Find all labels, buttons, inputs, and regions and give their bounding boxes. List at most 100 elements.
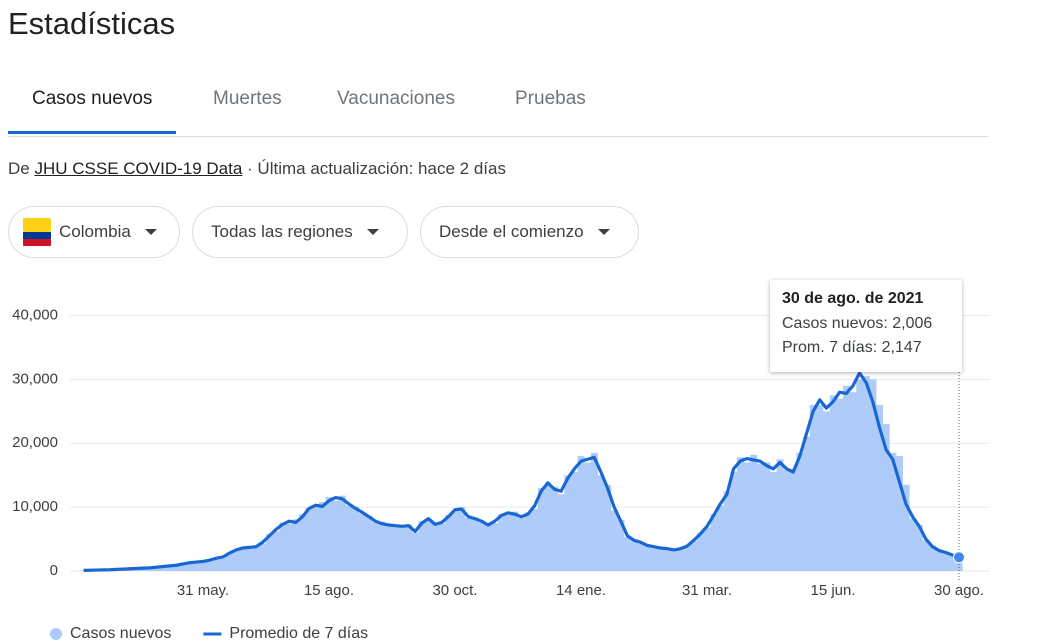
bar: [677, 549, 685, 571]
bar: [445, 514, 452, 571]
bar: [186, 562, 194, 571]
region-filter[interactable]: Todas las regiones: [192, 206, 408, 258]
bar: [571, 472, 578, 571]
y-tick-label: 10,000: [12, 498, 58, 515]
dropdown-caret: [144, 229, 157, 235]
bar: [590, 452, 598, 571]
bar: [378, 521, 386, 571]
bar: [849, 392, 857, 571]
bar: [736, 457, 744, 571]
bar: [166, 566, 174, 571]
x-tick-label: 30 ago.: [934, 582, 984, 599]
line-series: [83, 371, 960, 572]
bar: [319, 502, 326, 571]
tab[interactable]: Vacunaciones: [337, 88, 455, 109]
bar: [922, 540, 930, 571]
bar: [624, 537, 632, 571]
filter-label: Todas las regiones: [211, 222, 353, 241]
bar: [710, 514, 718, 571]
bar: [159, 566, 167, 571]
dropdown-caret: [366, 229, 379, 235]
bar: [358, 513, 366, 571]
bar: [153, 567, 161, 571]
bar: [942, 551, 950, 571]
tab[interactable]: Casos nuevos: [32, 88, 153, 109]
bar: [657, 547, 665, 571]
tab-underline: [8, 131, 176, 134]
bar: [551, 486, 559, 571]
bar: [199, 560, 207, 571]
bar: [604, 484, 612, 571]
bar: [876, 404, 884, 571]
bar: [896, 456, 903, 571]
bar: [391, 524, 399, 571]
bar: [644, 544, 651, 571]
bar: [829, 395, 837, 571]
tooltip: 30 de ago. de 2021 Casos nuevos: 2,006 P…: [770, 280, 962, 372]
bar: [279, 522, 287, 571]
bar: [690, 540, 698, 571]
bar: [697, 532, 704, 571]
tooltip-line: Casos nuevos: 2,006: [782, 315, 933, 332]
bar: [451, 510, 459, 571]
bar: [796, 452, 804, 571]
bar: [816, 404, 824, 571]
bar: [663, 549, 671, 571]
tab[interactable]: Pruebas: [515, 88, 586, 109]
bar: [206, 560, 214, 571]
bar: [338, 495, 346, 571]
bar: [763, 462, 771, 571]
bar: [464, 517, 472, 571]
bar: [491, 523, 499, 571]
bar: [239, 546, 247, 571]
bar: [517, 517, 525, 571]
bar: [365, 515, 373, 571]
flag-icon: [23, 218, 51, 246]
hover-point: [953, 551, 966, 564]
bar: [909, 518, 917, 571]
x-tick-label: 15 ago.: [304, 582, 354, 599]
bar: [425, 519, 433, 571]
legend-label: Promedio de 7 días: [229, 625, 368, 642]
bar: [730, 472, 738, 571]
source-line: De JHU CSSE COVID-19 Data · Última actua…: [8, 159, 506, 179]
bar: [292, 519, 300, 571]
bar: [783, 470, 791, 571]
bar: [299, 514, 307, 571]
bar: [511, 511, 519, 571]
bar: [418, 521, 426, 571]
chart: 0 10,000 20,000 30,000 40,000 31 may. 15 ago. 3…: [12, 307, 990, 642]
x-tick-label: 15 jun.: [810, 582, 855, 599]
bar: [285, 523, 293, 571]
country-filter[interactable]: Colombia: [8, 206, 180, 258]
bar: [862, 376, 870, 571]
bar: [219, 557, 227, 571]
bar: [265, 533, 273, 571]
bar: [438, 523, 446, 571]
period-filter[interactable]: Desde el comienzo: [420, 206, 639, 258]
bar: [929, 545, 937, 571]
tooltip-date: 30 de ago. de 2021: [782, 290, 924, 307]
y-tick-label: 0: [50, 562, 58, 579]
source-link[interactable]: JHU CSSE COVID-19 Data: [34, 159, 243, 178]
bar: [670, 549, 678, 571]
bar: [630, 539, 638, 571]
bar: [776, 459, 784, 571]
bar: [325, 496, 333, 571]
x-tick-label: 14 ene.: [556, 582, 606, 599]
bar: [803, 436, 811, 571]
bar: [949, 555, 957, 571]
bar: [889, 452, 897, 571]
tooltip-line: Prom. 7 días: 2,147: [782, 339, 922, 356]
tab[interactable]: Muertes: [213, 88, 282, 109]
bar: [372, 522, 380, 571]
bar: [458, 507, 466, 571]
bar: [750, 454, 758, 571]
bar: [637, 543, 645, 571]
bar: [564, 475, 572, 571]
dropdown-caret: [597, 229, 610, 235]
source-updated: · Última actualización: hace 2 días: [247, 159, 506, 178]
bar: [246, 548, 254, 571]
bar: [484, 523, 492, 571]
page-title: Estadísticas: [8, 6, 176, 41]
